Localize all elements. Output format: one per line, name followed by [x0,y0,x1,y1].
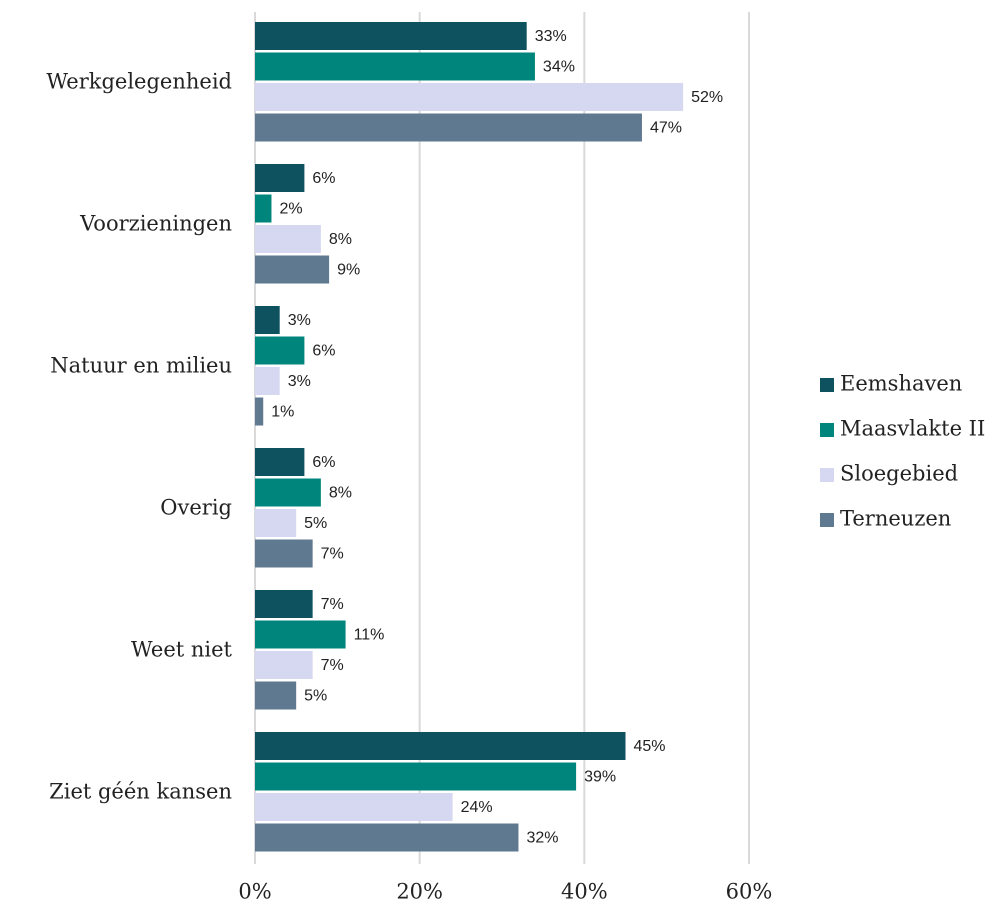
bar [255,478,321,507]
legend-label: Sloegebied [840,462,958,486]
x-tick-label: 60% [726,880,773,904]
data-label: 9% [337,262,360,279]
data-label: 39% [584,769,616,786]
bar [255,306,280,334]
bar [255,823,519,852]
bar [255,448,305,476]
data-label: 52% [691,89,723,106]
data-label: 2% [279,201,302,218]
data-label: 7% [321,657,344,674]
category-label: Werkgelegenheid [46,70,232,94]
data-label: 32% [526,830,558,847]
data-label: 11% [354,627,385,644]
bar [255,367,280,395]
data-label: 33% [535,28,567,45]
data-label: 1% [271,404,294,421]
bar [255,762,577,791]
bar [255,336,305,365]
data-label: 6% [312,454,335,471]
legend-label: Eemshaven [840,372,962,396]
x-tick-label: 40% [561,880,608,904]
category-label: Weet niet [131,638,233,662]
data-label: 47% [650,120,682,137]
bar [255,194,272,223]
legend-label: Maasvlakte II [840,417,985,441]
data-label: 6% [312,343,335,360]
bar [255,22,527,50]
bar [255,793,453,821]
data-label: 7% [321,546,344,563]
x-tick-label: 0% [238,880,271,904]
x-tick-label: 20% [396,880,443,904]
legend-swatch [820,423,834,437]
bar [255,225,321,253]
legend-swatch [820,378,834,392]
bar [255,397,264,426]
bar [255,164,305,192]
data-label: 7% [321,596,344,613]
data-label: 5% [304,688,327,705]
data-label: 8% [329,231,352,248]
legend-swatch [820,513,834,527]
data-label: 8% [329,485,352,502]
data-label: 34% [543,59,575,76]
bar [255,620,346,649]
legend-swatch [820,468,834,482]
data-label: 3% [288,312,311,329]
category-label: Natuur en milieu [50,354,232,378]
bar [255,52,535,81]
bar [255,651,313,679]
bar [255,255,330,284]
bar [255,732,626,760]
category-label: Ziet géén kansen [49,780,232,804]
data-label: 6% [312,170,335,187]
bar [255,509,297,537]
data-label: 3% [288,373,311,390]
legend-label: Terneuzen [840,507,951,531]
data-label: 5% [304,515,327,532]
bar [255,681,297,710]
bar [255,539,313,568]
category-label: Voorzieningen [79,212,232,236]
data-label: 24% [461,799,493,816]
bar [255,113,642,142]
category-label: Overig [160,496,232,520]
data-label: 45% [634,738,666,755]
bar [255,590,313,618]
bar [255,83,684,111]
